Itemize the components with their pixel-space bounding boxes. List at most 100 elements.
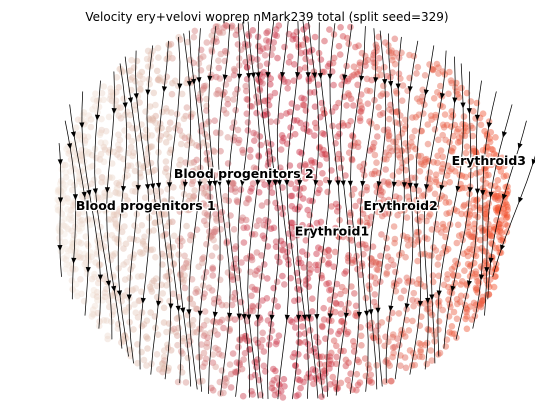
cell-point	[335, 203, 342, 211]
cell-point	[465, 231, 473, 238]
cell-point	[421, 234, 429, 241]
cell-point	[127, 76, 134, 83]
cell-point	[186, 295, 194, 303]
cell-point	[65, 247, 72, 255]
cell-point	[215, 28, 223, 35]
cell-point	[318, 378, 326, 385]
cell-point	[432, 171, 440, 178]
cell-point	[470, 204, 478, 211]
cell-point	[299, 248, 306, 255]
cell-point	[143, 55, 151, 63]
cell-point	[181, 263, 188, 271]
cell-point	[62, 222, 69, 230]
cell-point	[330, 263, 338, 271]
cell-point	[122, 308, 130, 316]
cell-point	[335, 330, 342, 338]
cell-point	[339, 33, 347, 40]
cell-point	[427, 201, 435, 208]
cell-point	[106, 191, 114, 199]
cell-point	[500, 173, 508, 180]
cell-point	[377, 187, 385, 194]
cell-point	[187, 111, 195, 118]
cell-point	[279, 210, 286, 218]
cell-point	[441, 111, 449, 118]
cell-point	[141, 194, 149, 201]
cell-point	[68, 227, 75, 235]
cell-point	[241, 349, 249, 357]
cell-point	[364, 100, 372, 107]
cell-point	[153, 282, 161, 290]
cell-point	[365, 282, 373, 289]
cell-point	[316, 360, 324, 368]
cell-point	[199, 259, 206, 267]
cell-point	[311, 33, 319, 41]
cell-point	[379, 188, 386, 196]
cell-point	[176, 161, 183, 169]
streamline	[359, 28, 376, 392]
cell-point	[491, 193, 498, 201]
cell-point	[149, 246, 157, 253]
cell-point	[348, 237, 356, 244]
cell-point	[323, 155, 330, 162]
cell-point	[350, 71, 358, 79]
velocity-arrow	[364, 310, 370, 317]
cell-point	[356, 163, 364, 170]
cell-point	[463, 325, 471, 333]
cell-point	[234, 86, 241, 93]
cell-point	[160, 319, 168, 326]
cell-point	[463, 89, 471, 97]
cell-point	[82, 233, 90, 240]
cell-point	[110, 302, 118, 310]
cell-point	[270, 170, 277, 178]
velocity-arrow	[145, 184, 151, 191]
cell-point	[102, 178, 109, 186]
cell-point	[317, 218, 325, 226]
cell-point	[172, 125, 179, 132]
cell-point	[87, 249, 94, 256]
cell-point	[291, 297, 298, 305]
cell-point	[189, 316, 197, 324]
cell-point	[123, 196, 131, 204]
cell-point	[90, 176, 98, 184]
cell-point	[493, 207, 500, 214]
cell-point	[477, 303, 485, 311]
cell-point	[289, 230, 297, 237]
cell-point	[500, 205, 508, 212]
cell-point	[257, 141, 265, 149]
cell-point	[177, 235, 184, 242]
cell-point	[195, 354, 202, 361]
cell-point	[76, 227, 83, 235]
cell-point	[444, 245, 452, 253]
cell-point	[492, 244, 500, 252]
cell-point	[291, 205, 299, 213]
cell-point	[67, 156, 75, 163]
velocity-arrow	[246, 73, 252, 80]
cell-point	[293, 117, 301, 124]
cell-point	[229, 264, 237, 272]
cell-point	[348, 156, 356, 164]
cell-point	[248, 292, 255, 300]
cell-point	[104, 335, 111, 343]
cell-point	[59, 180, 67, 187]
cell-point	[227, 186, 235, 193]
cell-point	[446, 68, 453, 76]
cell-point	[253, 131, 260, 138]
cell-point	[461, 121, 469, 129]
cell-point	[440, 223, 447, 231]
cell-point	[469, 124, 476, 132]
cell-point	[440, 124, 448, 131]
cell-point	[62, 181, 69, 189]
cell-point	[235, 139, 242, 147]
streamline	[296, 21, 309, 399]
velocity-arrow	[395, 83, 401, 90]
cell-point	[78, 224, 86, 232]
cell-point	[395, 168, 403, 175]
cell-point	[64, 225, 72, 233]
cell-point	[308, 159, 316, 167]
cell-point	[59, 191, 67, 199]
cell-point	[220, 106, 228, 114]
cell-point	[226, 327, 233, 335]
cell-point	[396, 154, 404, 161]
cell-point	[212, 363, 219, 371]
cell-point	[84, 240, 91, 248]
